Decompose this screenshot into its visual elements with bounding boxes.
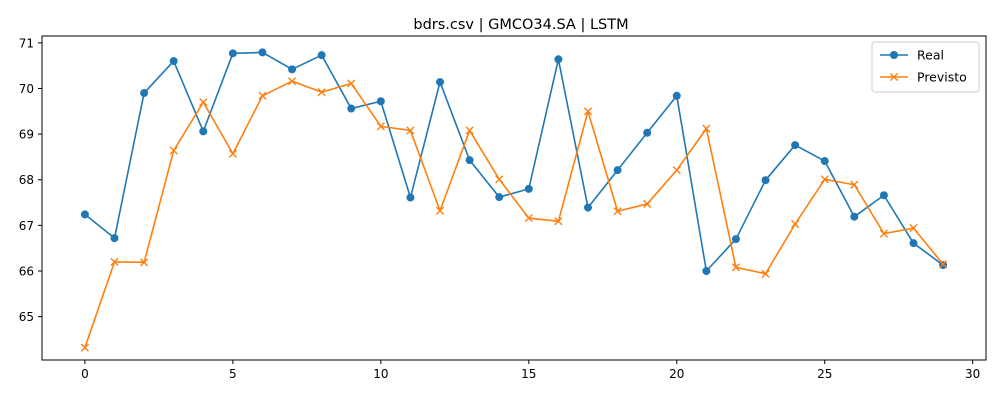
y-tick-label: 65 <box>19 310 34 324</box>
data-point <box>761 269 770 278</box>
x-tick-label: 20 <box>669 367 684 381</box>
data-point <box>110 234 119 243</box>
y-tick-label: 68 <box>19 173 34 187</box>
legend-label: Previsto <box>917 70 967 85</box>
legend: Real Previsto <box>871 41 980 93</box>
series-line <box>84 51 944 272</box>
legend-label: Real <box>917 48 944 63</box>
data-point <box>613 207 622 216</box>
data-point <box>317 51 326 60</box>
data-point <box>731 263 741 272</box>
data-point <box>820 157 829 166</box>
data-point <box>376 97 385 106</box>
data-point <box>347 79 356 88</box>
data-point <box>879 191 888 200</box>
data-point <box>199 127 208 136</box>
data-point <box>80 343 90 352</box>
data-point <box>406 126 415 135</box>
legend-marker <box>890 51 898 59</box>
data-point <box>583 107 593 116</box>
data-point <box>524 213 533 223</box>
data-point <box>909 239 918 248</box>
data-point <box>524 184 533 193</box>
data-point <box>288 65 297 74</box>
data-point <box>465 156 474 165</box>
data-point <box>139 258 149 267</box>
data-point <box>583 203 592 212</box>
data-point <box>938 260 948 269</box>
data-point <box>850 212 859 221</box>
data-point <box>80 210 89 219</box>
x-tick-label: 0 <box>81 367 89 381</box>
data-point <box>731 235 740 244</box>
data-point <box>228 49 237 58</box>
legend-entry: Real <box>880 48 944 63</box>
y-tick-label: 66 <box>19 265 34 279</box>
series-previsto <box>80 77 948 352</box>
x-tick-label: 25 <box>817 367 832 381</box>
data-point <box>761 176 770 185</box>
data-point <box>495 175 504 184</box>
data-point <box>879 229 889 238</box>
data-point <box>258 91 267 100</box>
x-tick-label: 15 <box>521 367 536 381</box>
x-tick-label: 10 <box>373 367 388 381</box>
data-point <box>554 55 563 64</box>
series-line <box>84 80 944 348</box>
legend-entry: Previsto <box>880 70 967 85</box>
data-point <box>702 267 711 276</box>
data-point <box>406 193 415 202</box>
data-point <box>110 257 119 266</box>
data-point <box>672 166 681 175</box>
data-point <box>643 199 652 209</box>
data-point <box>287 77 297 86</box>
data-point <box>347 104 356 113</box>
y-tick-label: 67 <box>19 219 34 233</box>
data-point <box>228 149 237 158</box>
y-tick-label: 71 <box>19 36 34 50</box>
data-point <box>495 193 504 202</box>
data-point <box>613 166 622 175</box>
data-point <box>258 48 267 57</box>
data-point <box>554 217 563 226</box>
data-point <box>820 175 829 184</box>
data-point <box>435 206 445 215</box>
chart-title: bdrs.csv | GMCO34.SA | LSTM <box>413 17 628 33</box>
data-point <box>199 98 208 107</box>
data-point <box>465 126 474 135</box>
data-point <box>169 146 178 155</box>
series-layer <box>80 48 948 352</box>
data-point <box>702 124 711 133</box>
x-tick-label: 30 <box>965 367 980 381</box>
data-point <box>140 89 149 98</box>
data-point <box>376 122 385 131</box>
data-point <box>791 219 800 229</box>
x-tick-label: 5 <box>229 367 237 381</box>
data-point <box>791 141 800 150</box>
legend-marker <box>889 72 899 82</box>
series-real <box>80 48 948 276</box>
data-point <box>436 78 445 87</box>
data-point <box>317 88 326 97</box>
data-point <box>850 180 859 189</box>
data-point <box>169 57 178 66</box>
y-tick-label: 69 <box>19 128 34 142</box>
data-point <box>643 128 652 137</box>
data-point <box>909 224 918 233</box>
data-point <box>672 91 681 100</box>
y-tick-label: 70 <box>19 82 34 96</box>
axes: 0 5 10 15 20 25 30 65 66 67 68 69 70 71 <box>19 36 981 381</box>
